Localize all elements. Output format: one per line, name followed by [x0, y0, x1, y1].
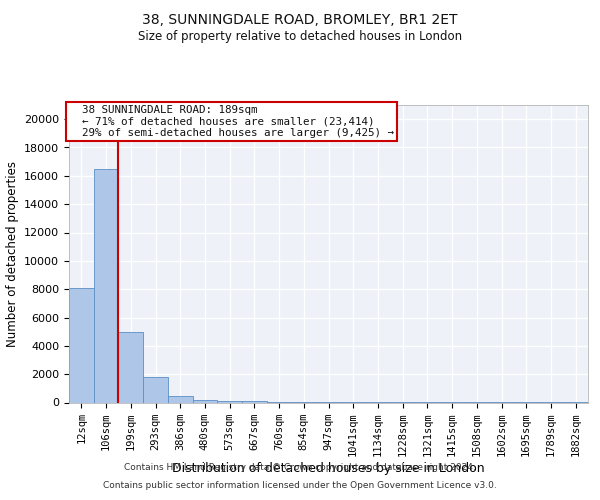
Text: Contains public sector information licensed under the Open Government Licence v3: Contains public sector information licen… [103, 481, 497, 490]
Bar [118, 332, 143, 402]
Bar [69, 288, 94, 403]
Bar [143, 377, 168, 402]
Text: 38, SUNNINGDALE ROAD, BROMLEY, BR1 2ET: 38, SUNNINGDALE ROAD, BROMLEY, BR1 2ET [142, 12, 458, 26]
Text: Contains HM Land Registry data © Crown copyright and database right 2024.: Contains HM Land Registry data © Crown c… [124, 464, 476, 472]
X-axis label: Distribution of detached houses by size in London: Distribution of detached houses by size … [172, 462, 485, 474]
Text: Size of property relative to detached houses in London: Size of property relative to detached ho… [138, 30, 462, 43]
Y-axis label: Number of detached properties: Number of detached properties [5, 161, 19, 347]
Bar [94, 169, 118, 402]
Text: 38 SUNNINGDALE ROAD: 189sqm
  ← 71% of detached houses are smaller (23,414)
  29: 38 SUNNINGDALE ROAD: 189sqm ← 71% of det… [69, 105, 394, 138]
Bar [193, 400, 217, 402]
Bar [217, 401, 242, 402]
Bar [168, 396, 193, 402]
